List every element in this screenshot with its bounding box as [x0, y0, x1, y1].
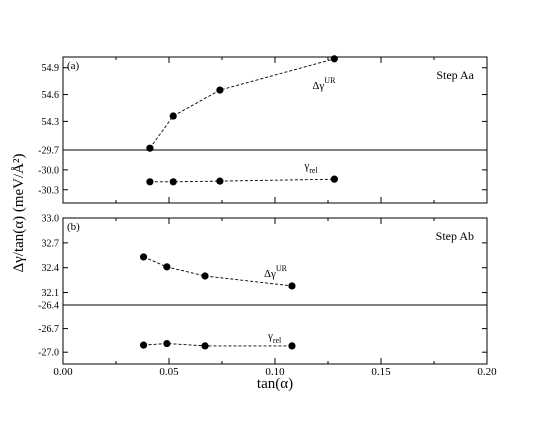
data-point: [163, 339, 171, 348]
series-label-sup: UR: [324, 76, 336, 85]
data-point: [169, 178, 177, 186]
axis-ticks: [62, 57, 488, 364]
data-point: [288, 342, 296, 350]
series-label: ΔγUR: [312, 76, 336, 92]
y-tick-label: 54.6: [42, 90, 60, 101]
y-tick-label: -30.3: [38, 185, 59, 196]
series-line: [143, 256, 293, 287]
series-label-sub: rel: [309, 166, 318, 175]
data-point: [139, 341, 148, 349]
data-series: [139, 55, 338, 350]
panel-a-frame: [62, 56, 488, 204]
data-point: [330, 175, 338, 183]
series-label: γrel: [303, 160, 318, 175]
data-point: [288, 282, 296, 290]
x-tick-label: 0.05: [159, 366, 179, 378]
y-tick-label: 33.0: [42, 214, 60, 225]
x-tick-label: 0.20: [477, 366, 497, 378]
data-point: [146, 144, 154, 152]
chart-text: 0.00 0.05 0.10 0.15 0.20 (a) Step Aa 54.3 54.6 54…: [38, 60, 497, 378]
series-label: ΔγUR: [264, 264, 288, 280]
x-tick-label: 0.10: [265, 366, 285, 378]
y-tick-label: -30.0: [38, 165, 59, 176]
series-line: [149, 58, 335, 149]
series-line: [149, 178, 335, 183]
y-tick-label: 32.4: [42, 263, 60, 274]
series-label-main: γ: [267, 330, 273, 342]
panel-title: Step Ab: [436, 229, 474, 243]
data-point: [139, 253, 148, 261]
panel-title: Step Aa: [436, 68, 474, 82]
series-line: [143, 343, 292, 347]
y-tick-label: -26.7: [38, 324, 59, 335]
data-point: [216, 177, 224, 185]
data-point: [201, 272, 209, 280]
data-point: [216, 86, 224, 94]
series-label-main: γ: [303, 160, 309, 172]
data-point: [169, 112, 177, 120]
x-axis-label: tan(α): [257, 376, 293, 392]
data-point: [163, 263, 171, 271]
panel-tag: (a): [67, 60, 80, 72]
panel-frames: [62, 56, 488, 365]
series-label-main: Δγ: [312, 80, 324, 92]
series-label-sub: rel: [273, 336, 282, 345]
series-label: γrel: [267, 330, 282, 345]
x-tick-label: 0.00: [53, 366, 73, 378]
data-point: [146, 178, 154, 186]
x-tick-label: 0.15: [371, 366, 391, 378]
y-tick-label: -26.4: [38, 301, 59, 312]
y-tick-label: -29.7: [38, 146, 59, 157]
series-label-main: Δγ: [264, 268, 276, 280]
y-tick-label: 54.3: [42, 117, 60, 128]
y-tick-label: 32.1: [42, 288, 60, 299]
data-point: [201, 342, 209, 350]
y-tick-label: -27.0: [38, 348, 59, 359]
y-tick-label: 32.7: [42, 238, 60, 249]
y-axis-label: Δγ/tan(α) (meV/Å²): [11, 153, 27, 272]
panel-tag: (b): [67, 221, 80, 233]
data-point: [330, 55, 338, 63]
y-tick-label: 54.9: [42, 63, 60, 74]
series-label-sup: UR: [276, 264, 288, 273]
